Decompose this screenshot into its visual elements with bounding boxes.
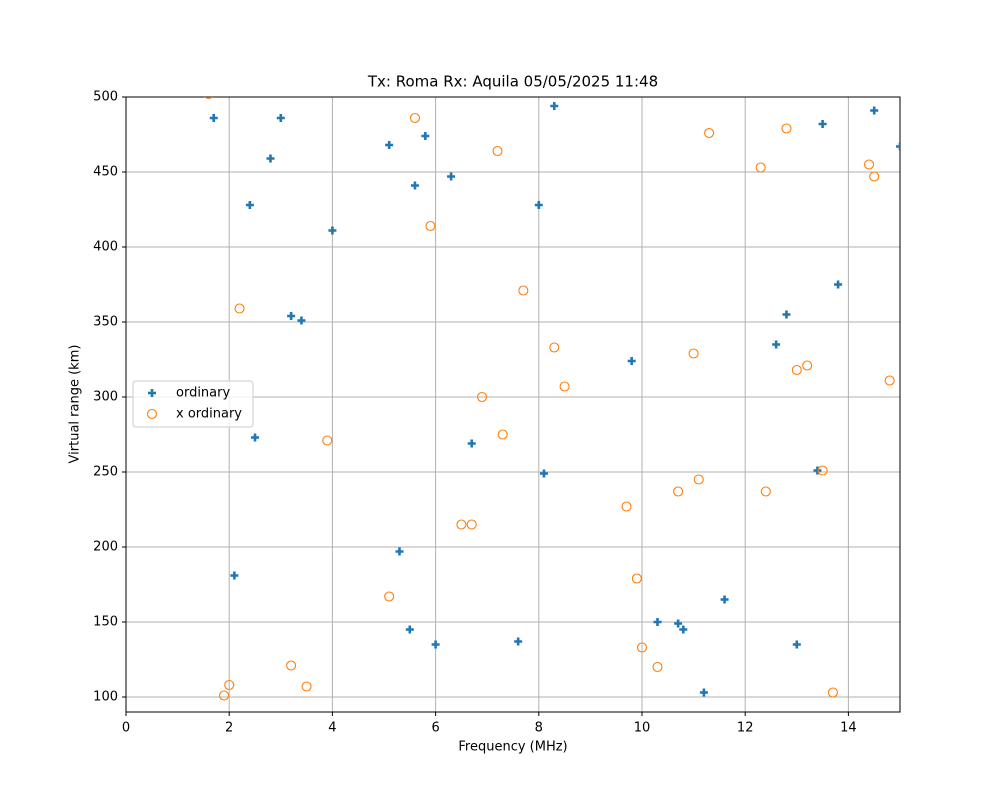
circle-marker — [817, 465, 828, 476]
plus-marker — [720, 595, 729, 604]
y-tick-label: 250 — [93, 465, 118, 480]
plus-marker — [653, 618, 662, 626]
circle-marker — [755, 162, 766, 173]
plus-marker — [395, 547, 404, 556]
circle-marker — [409, 112, 421, 124]
plus-marker — [782, 310, 791, 319]
plus-marker — [818, 120, 827, 128]
circle-marker — [322, 435, 333, 446]
plus-marker — [209, 114, 218, 122]
legend-label: ordinary — [176, 386, 230, 401]
plus-marker — [539, 469, 548, 478]
circle-marker — [884, 375, 895, 386]
circle-marker — [224, 679, 235, 691]
circle-marker — [204, 97, 213, 100]
circle-marker — [781, 123, 792, 134]
plus-marker — [514, 637, 523, 646]
plus-marker — [550, 102, 559, 110]
y-tick-label: 400 — [93, 240, 118, 255]
circle-marker — [286, 660, 297, 671]
circle-marker — [673, 486, 684, 497]
plus-marker — [627, 357, 636, 366]
plus-marker — [467, 439, 476, 448]
plus-marker — [385, 141, 394, 149]
plus-marker — [297, 316, 306, 325]
plus-marker — [405, 625, 414, 634]
y-tick-label: 500 — [93, 90, 118, 105]
x-tick-label: 10 — [634, 721, 651, 736]
plus-marker — [328, 226, 337, 235]
circle-marker — [301, 681, 312, 692]
circle-marker — [456, 519, 467, 530]
circle-marker — [549, 342, 560, 353]
plus-marker — [674, 619, 683, 628]
plus-marker — [266, 154, 275, 163]
circle-marker — [688, 348, 699, 359]
x-tick-label: 8 — [535, 721, 543, 736]
circle-marker — [827, 687, 838, 698]
plus-marker — [230, 571, 239, 580]
circle-marker — [704, 127, 715, 139]
circle-marker — [621, 501, 632, 512]
x-axis-label: Frequency (MHz) — [458, 740, 567, 755]
circle-marker — [425, 220, 436, 232]
plus-marker — [276, 114, 285, 122]
plus-marker — [679, 625, 688, 634]
plus-marker — [534, 201, 543, 209]
plus-marker — [772, 340, 781, 349]
plus-marker — [250, 433, 259, 442]
plus-marker — [148, 389, 156, 398]
x-tick-label: 0 — [122, 721, 130, 736]
circle-marker — [802, 360, 813, 371]
y-tick-label: 350 — [93, 315, 118, 330]
x-tick-label: 2 — [225, 721, 233, 736]
plus-marker — [287, 312, 296, 321]
circle-marker — [693, 474, 704, 485]
plot-frame — [125, 96, 901, 713]
circle-marker — [636, 642, 648, 653]
circle-marker — [146, 408, 158, 420]
x-tick-label: 14 — [840, 721, 857, 736]
plus-marker — [813, 466, 822, 475]
plus-marker — [431, 640, 440, 649]
y-tick-label: 100 — [93, 690, 118, 705]
circle-marker — [476, 391, 488, 403]
circle-marker — [234, 303, 245, 314]
y-tick-label: 450 — [93, 165, 118, 180]
plus-marker — [447, 172, 456, 181]
circle-marker — [559, 381, 570, 392]
circle-marker — [631, 573, 642, 584]
circle-marker — [791, 364, 802, 376]
circle-marker — [869, 171, 880, 182]
legend-label: x ordinary — [176, 407, 242, 422]
plus-marker — [792, 640, 801, 649]
circle-marker — [518, 285, 529, 296]
y-tick-label: 150 — [93, 615, 118, 630]
plus-marker — [421, 132, 430, 140]
chart-title: Tx: Roma Rx: Aquila 05/05/2025 11:48 — [367, 73, 658, 91]
x-tick-label: 12 — [737, 721, 754, 736]
plus-marker — [834, 280, 843, 289]
x-tick-label: 4 — [328, 721, 336, 736]
y-axis-label: Virtual range (km) — [68, 345, 83, 464]
plus-marker — [410, 181, 419, 190]
circle-marker — [218, 690, 230, 701]
circle-marker — [384, 591, 395, 602]
circle-marker — [863, 159, 875, 170]
y-tick-label: 300 — [93, 390, 118, 405]
plot-area — [204, 97, 900, 701]
circle-marker — [760, 486, 771, 497]
circle-marker — [497, 429, 508, 440]
plus-marker — [245, 201, 254, 209]
legend-box — [132, 380, 254, 428]
circle-marker — [652, 661, 663, 673]
x-tick-label: 6 — [431, 721, 439, 736]
y-tick-label: 200 — [93, 540, 118, 555]
plus-marker — [896, 142, 900, 151]
plus-marker — [699, 688, 708, 697]
plus-marker — [870, 106, 879, 115]
circle-marker — [492, 145, 503, 157]
circle-marker — [466, 519, 477, 530]
